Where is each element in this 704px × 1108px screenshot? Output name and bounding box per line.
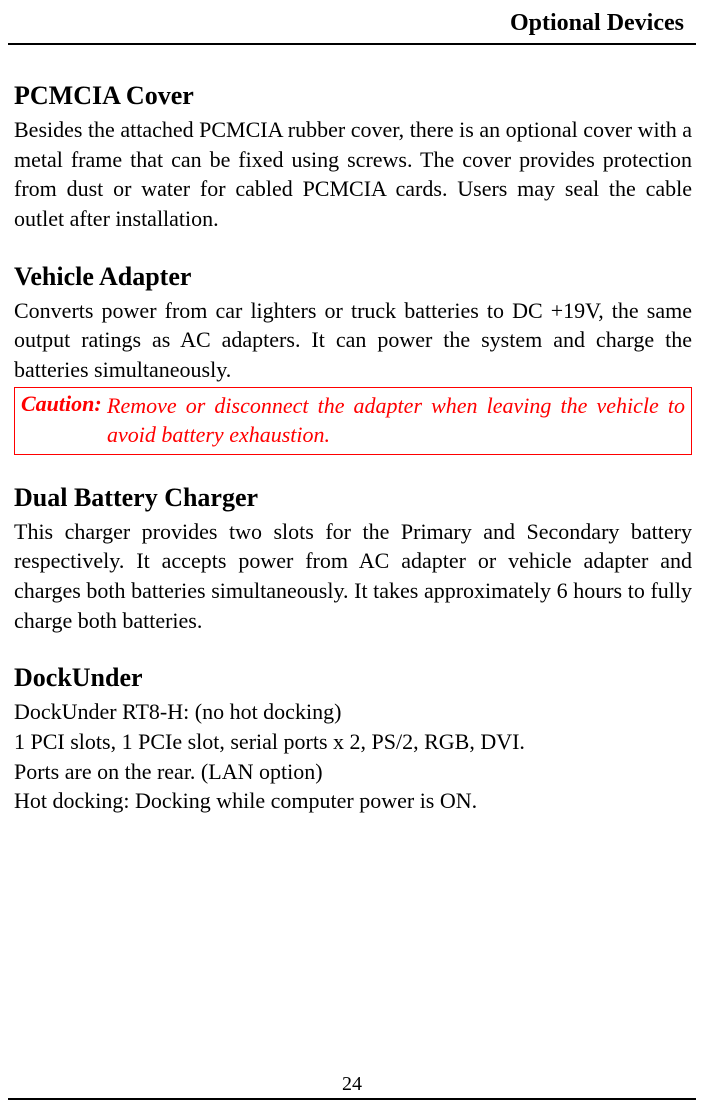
heading-vehicle: Vehicle Adapter xyxy=(14,262,692,292)
section-vehicle-adapter: Vehicle Adapter Converts power from car … xyxy=(14,262,692,455)
page-number: 24 xyxy=(342,1073,362,1095)
body-pcmcia: Besides the attached PCMCIA rubber cover… xyxy=(14,115,692,234)
page-content: PCMCIA Cover Besides the attached PCMCIA… xyxy=(0,45,704,816)
section-dockunder: DockUnder DockUnder RT8-H: (no hot docki… xyxy=(14,663,692,816)
caution-label: Caution: xyxy=(21,391,102,416)
body-vehicle: Converts power from car lighters or truc… xyxy=(14,296,692,385)
body-dual: This charger provides two slots for the … xyxy=(14,517,692,636)
heading-dual: Dual Battery Charger xyxy=(14,483,692,513)
page-header: Optional Devices xyxy=(8,0,696,45)
caution-box: Caution: Remove or disconnect the adapte… xyxy=(14,387,692,455)
dock-line-3: Ports are on the rear. (LAN option) xyxy=(14,757,692,787)
dock-line-2: 1 PCI slots, 1 PCIe slot, serial ports x… xyxy=(14,727,692,757)
page-footer: 24 xyxy=(8,1073,696,1100)
document-page: Optional Devices PCMCIA Cover Besides th… xyxy=(0,0,704,1108)
section-pcmcia-cover: PCMCIA Cover Besides the attached PCMCIA… xyxy=(14,81,692,234)
caution-text: Remove or disconnect the adapter when le… xyxy=(21,392,685,449)
dock-line-1: DockUnder RT8-H: (no hot docking) xyxy=(14,697,692,727)
dock-line-4: Hot docking: Docking while computer powe… xyxy=(14,786,692,816)
header-title: Optional Devices xyxy=(510,10,684,36)
heading-dock: DockUnder xyxy=(14,663,692,693)
heading-pcmcia: PCMCIA Cover xyxy=(14,81,692,111)
section-dual-battery-charger: Dual Battery Charger This charger provid… xyxy=(14,483,692,636)
